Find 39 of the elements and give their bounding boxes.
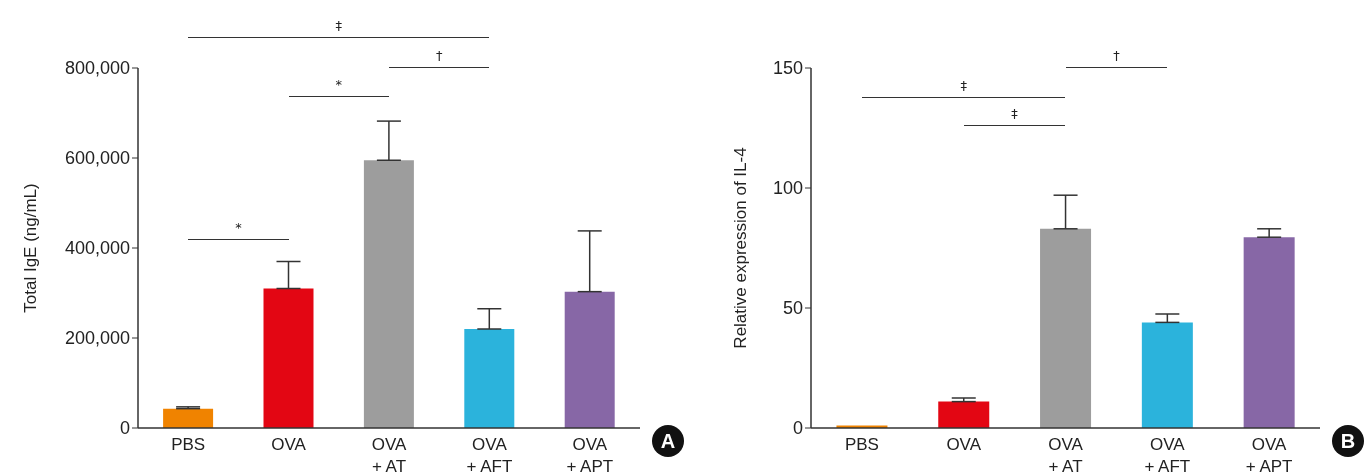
x-tick-label: OVA + AT bbox=[1048, 435, 1084, 473]
bar bbox=[363, 160, 414, 428]
bracket: † bbox=[1065, 48, 1168, 68]
badge: B bbox=[1332, 425, 1364, 457]
x-tick-label: OVA + AFT bbox=[1144, 435, 1191, 473]
bracket: † bbox=[389, 48, 490, 68]
x-tick-label: PBS bbox=[844, 435, 879, 454]
bar bbox=[464, 329, 515, 428]
x-tick-label: OVA + APT bbox=[566, 435, 614, 473]
x-tick-label: OVA + AT bbox=[371, 435, 407, 473]
bracket: ‡ bbox=[861, 78, 1066, 98]
x-tick-label: OVA bbox=[946, 435, 982, 454]
bar bbox=[1040, 228, 1092, 428]
y-tick-label: 200,000 bbox=[64, 328, 130, 349]
bar bbox=[938, 401, 990, 428]
bracket: * bbox=[188, 220, 289, 240]
y-tick-label: 100 bbox=[772, 178, 803, 199]
x-tick-label: OVA bbox=[271, 435, 307, 454]
badge: A bbox=[652, 425, 684, 457]
y-tick-label: 0 bbox=[119, 418, 130, 439]
bar bbox=[1243, 237, 1295, 428]
bar bbox=[263, 288, 314, 428]
bar bbox=[1141, 322, 1193, 428]
y-tick-label: 600,000 bbox=[64, 148, 130, 169]
bracket: ‡ bbox=[188, 18, 490, 38]
bar bbox=[163, 408, 214, 428]
x-tick-label: PBS bbox=[171, 435, 206, 454]
y-axis-title: Total IgE (ng/mL) bbox=[21, 183, 41, 313]
bar bbox=[564, 291, 615, 428]
y-tick-label: 0 bbox=[792, 418, 803, 439]
y-tick-label: 800,000 bbox=[64, 58, 130, 79]
x-tick-label: OVA + APT bbox=[1245, 435, 1293, 473]
y-tick-label: 150 bbox=[772, 58, 803, 79]
y-tick-label: 400,000 bbox=[64, 238, 130, 259]
y-axis-title: Relative expression of IL-4 bbox=[731, 147, 751, 349]
x-tick-label: OVA + AFT bbox=[466, 435, 513, 473]
bracket: * bbox=[288, 77, 389, 97]
y-tick-label: 50 bbox=[782, 298, 803, 319]
bracket: ‡ bbox=[963, 106, 1066, 126]
